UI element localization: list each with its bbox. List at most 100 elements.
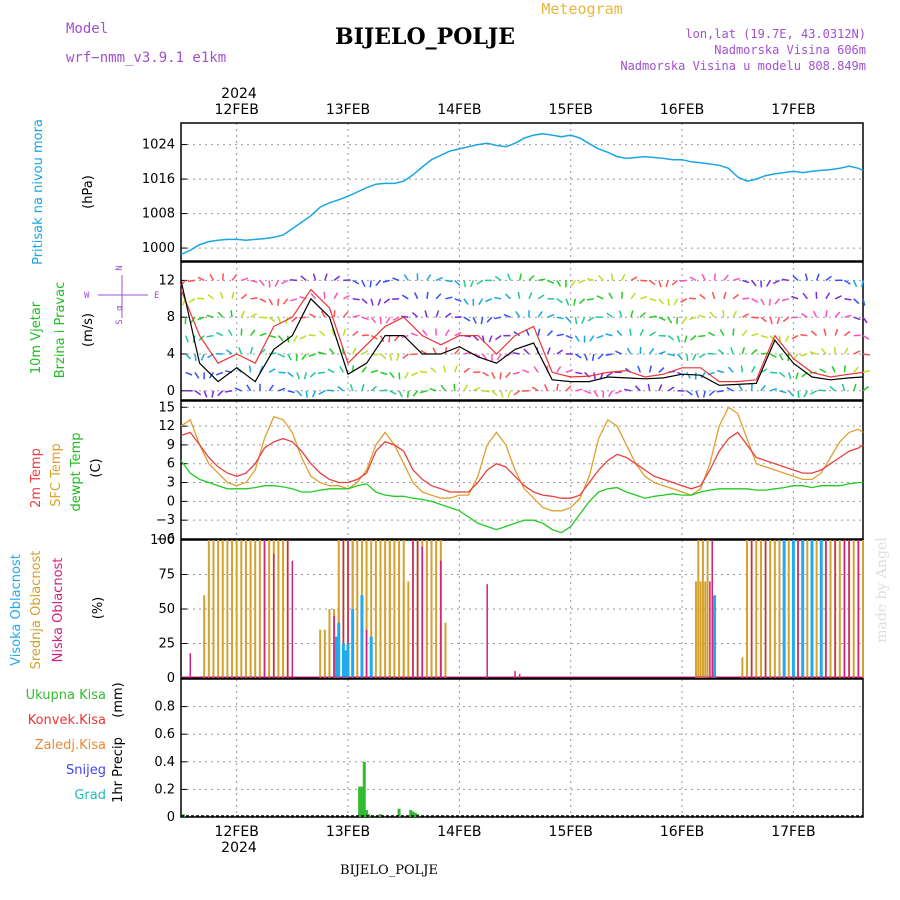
wind-arrow	[779, 371, 786, 378]
wind-arrow	[206, 314, 214, 318]
wind-arrow	[667, 335, 675, 341]
wind-arrow	[234, 387, 242, 392]
wind-arrow	[841, 383, 846, 392]
wind-arrow	[410, 353, 418, 356]
wind-arrow	[361, 334, 369, 337]
wind-arrow	[343, 279, 351, 282]
wind-arrow	[361, 366, 367, 373]
wind-arrow	[537, 328, 541, 336]
day-label-top-0: 12FEB	[215, 102, 259, 118]
dewpt-line	[180, 460, 863, 534]
ytick-label-4-3: 0.6	[154, 727, 175, 742]
wind-arrow	[389, 371, 395, 379]
wind-arrow	[231, 291, 235, 299]
wind-arrow	[278, 353, 286, 358]
day-label-top-3: 15FEB	[549, 102, 593, 118]
page-title: BIJELO_POLJE	[335, 24, 515, 50]
wind-arrow	[843, 330, 851, 337]
wind-arrow	[185, 371, 193, 376]
wind-arrow	[440, 384, 447, 392]
wind-arrow	[268, 316, 276, 323]
wind-arrow	[324, 273, 328, 281]
wind-arrow	[819, 368, 827, 374]
wind-arrow	[531, 386, 539, 392]
wind-arrow	[556, 349, 564, 355]
wind-arrow	[291, 316, 298, 323]
ytick-label-1-0: 0	[167, 384, 175, 399]
wind-arrow	[804, 273, 809, 281]
year-top: 2024	[221, 86, 257, 102]
wind-arrow	[290, 298, 298, 302]
wind-arrow	[723, 291, 727, 300]
wind-arrow	[430, 367, 437, 373]
wind-arrow	[274, 280, 280, 287]
precip-ylabel: 1hr Precip	[111, 737, 126, 803]
wind-arrow	[640, 279, 648, 282]
wind-arrow	[834, 328, 839, 336]
wind-arrow	[781, 278, 789, 282]
wind-arrow	[768, 298, 771, 306]
wind-arrow	[634, 385, 641, 392]
wind-arrow	[238, 347, 243, 355]
precip-bar	[358, 786, 362, 817]
wind-arrow	[392, 316, 400, 321]
wind-arrow	[760, 316, 767, 323]
precip-bar	[365, 810, 369, 817]
wind-arrow	[577, 279, 585, 284]
wind-arrow	[361, 298, 368, 304]
wind-gust-line	[180, 288, 864, 383]
wind-arrow	[259, 316, 267, 319]
wind-arrow	[217, 390, 224, 397]
wind-arrow	[444, 329, 450, 336]
precip-units: (mm)	[111, 682, 126, 717]
wind-arrow	[556, 280, 562, 287]
wind-arrow	[500, 390, 504, 398]
wind-arrow	[401, 294, 409, 300]
wind-arrow	[586, 277, 595, 282]
wind-arrow	[741, 347, 746, 355]
wind-arrow	[370, 316, 377, 324]
wind-arrow	[380, 389, 388, 392]
wind-arrow	[565, 369, 573, 374]
wind-arrow	[825, 310, 828, 318]
cloud-units: (%)	[91, 597, 106, 620]
ytick-label-4-0: 0	[167, 810, 175, 825]
wind-arrow	[637, 365, 642, 373]
ytick-label-0-1: 1008	[142, 207, 175, 222]
wind-arrow	[648, 347, 655, 355]
wind-arrow	[760, 334, 768, 339]
wind-arrow	[442, 365, 447, 373]
wind-arrow	[476, 279, 483, 285]
wind-arrow	[742, 297, 750, 300]
wind-arrow	[197, 276, 205, 282]
wind-arrow	[606, 312, 613, 318]
wind-arrow	[649, 331, 656, 337]
wind-arrow	[862, 385, 869, 392]
wind-arrow	[194, 390, 202, 396]
wind-arrow	[843, 347, 849, 355]
wind-arrow	[209, 273, 215, 281]
wind-arrow	[318, 390, 326, 395]
wind-arrow	[615, 350, 623, 355]
wind-arrow	[810, 330, 818, 337]
wind-arrow	[802, 292, 808, 300]
wind-arrow	[352, 330, 359, 337]
wind-arrow	[673, 298, 679, 306]
wind-arrow	[485, 298, 493, 303]
wind-arrow	[658, 298, 665, 305]
wind-arrow	[640, 295, 648, 300]
wind-arrow	[862, 298, 866, 306]
wind-arrow	[305, 390, 308, 398]
model-elevation-label: Nadmorska Visina u modelu 808.849m	[620, 59, 866, 73]
wind-arrow	[844, 314, 852, 318]
wind-arrow	[769, 316, 773, 325]
wind-arrow	[188, 298, 196, 304]
wind-arrow	[337, 385, 344, 392]
wind-arrow	[309, 313, 316, 318]
ytick-label-0-3: 1024	[142, 138, 175, 153]
wind-arrow	[686, 390, 693, 396]
precip-bar	[362, 761, 366, 817]
wind-arrow	[388, 335, 391, 343]
wind-arrow	[770, 371, 778, 374]
wind-arrow	[217, 311, 224, 318]
